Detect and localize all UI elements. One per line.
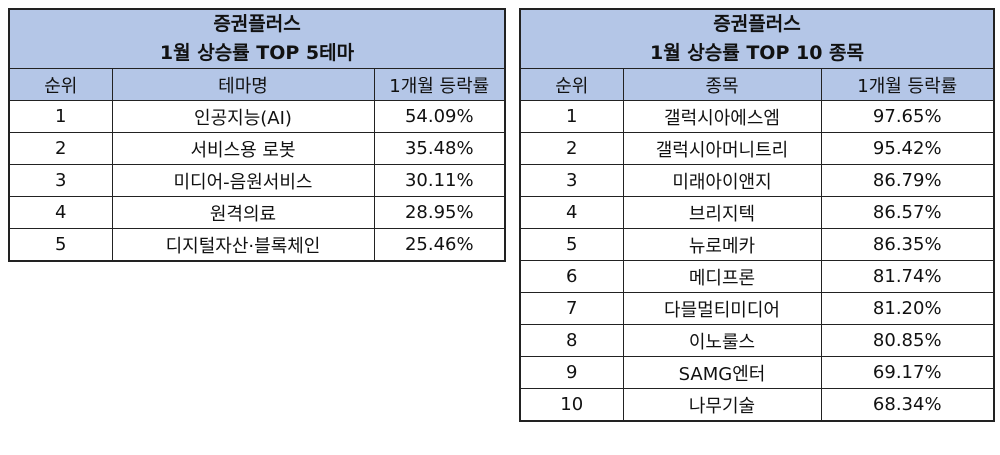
table-row: 3 미디어-음원서비스 30.11%	[8, 164, 506, 197]
table-title-line1: 증권플러스	[213, 13, 301, 35]
theme-ranking-table: 증권플러스 1월 상승률 TOP 5테마 순위 테마명 1개월 등락률 1 인공…	[8, 8, 507, 262]
table-row: 7 다믈멀티미디어 81.20%	[519, 292, 995, 325]
change-cell: 30.11%	[373, 164, 506, 197]
change-cell: 86.57%	[820, 196, 995, 229]
column-header-rank: 순위	[519, 68, 624, 101]
table-row: 10 나무기술 68.34%	[519, 388, 995, 422]
theme-cell: 원격의료	[111, 196, 375, 229]
rank-cell: 7	[519, 292, 624, 325]
column-header-rank: 순위	[8, 68, 113, 101]
rank-cell: 10	[519, 388, 624, 422]
rank-cell: 9	[519, 356, 624, 389]
rank-cell: 4	[519, 196, 624, 229]
table-row: 2 서비스용 로봇 35.48%	[8, 132, 506, 165]
column-header-change: 1개월 등락률	[373, 68, 506, 101]
rank-cell: 2	[519, 132, 624, 165]
rank-cell: 4	[8, 196, 113, 229]
stock-cell: SAMG엔터	[622, 356, 822, 389]
stock-cell: 메디프론	[622, 260, 822, 293]
rank-cell: 6	[519, 260, 624, 293]
stock-cell: 이노룰스	[622, 324, 822, 357]
table-title: 증권플러스 1월 상승률 TOP 5테마	[8, 8, 506, 69]
rank-cell: 5	[519, 228, 624, 261]
change-cell: 80.85%	[820, 324, 995, 357]
theme-cell: 디지털자산·블록체인	[111, 228, 375, 262]
stock-cell: 갤럭시아에스엠	[622, 100, 822, 133]
change-cell: 54.09%	[373, 100, 506, 133]
stock-ranking-table: 증권플러스 1월 상승률 TOP 10 종목 순위 종목 1개월 등락률 1 갤…	[519, 8, 995, 422]
table-title-line1: 증권플러스	[713, 13, 801, 35]
table-row: 1 인공지능(AI) 54.09%	[8, 100, 506, 133]
theme-cell: 서비스용 로봇	[111, 132, 375, 165]
rank-cell: 1	[519, 100, 624, 133]
stock-cell: 다믈멀티미디어	[622, 292, 822, 325]
table-title-line2: 1월 상승률 TOP 5테마	[159, 42, 355, 64]
table-row: 5 디지털자산·블록체인 25.46%	[8, 228, 506, 262]
change-cell: 35.48%	[373, 132, 506, 165]
table-row: 1 갤럭시아에스엠 97.65%	[519, 100, 995, 133]
change-cell: 25.46%	[373, 228, 506, 262]
stock-cell: 미래아이앤지	[622, 164, 822, 197]
column-header-theme: 테마명	[111, 68, 375, 101]
table-row: 4 원격의료 28.95%	[8, 196, 506, 229]
table-row: 9 SAMG엔터 69.17%	[519, 356, 995, 389]
rank-cell: 2	[8, 132, 113, 165]
rank-cell: 3	[519, 164, 624, 197]
change-cell: 97.65%	[820, 100, 995, 133]
stock-cell: 뉴로메카	[622, 228, 822, 261]
stock-cell: 브리지텍	[622, 196, 822, 229]
change-cell: 86.35%	[820, 228, 995, 261]
table-row: 2 갤럭시아머니트리 95.42%	[519, 132, 995, 165]
change-cell: 69.17%	[820, 356, 995, 389]
column-header-stock: 종목	[622, 68, 822, 101]
theme-cell: 미디어-음원서비스	[111, 164, 375, 197]
table-row: 3 미래아이앤지 86.79%	[519, 164, 995, 197]
table-title-line2: 1월 상승률 TOP 10 종목	[649, 42, 865, 64]
rank-cell: 3	[8, 164, 113, 197]
stock-cell: 나무기술	[622, 388, 822, 422]
table-row: 5 뉴로메카 86.35%	[519, 228, 995, 261]
column-header-change: 1개월 등락률	[820, 68, 995, 101]
change-cell: 81.74%	[820, 260, 995, 293]
theme-cell: 인공지능(AI)	[111, 100, 375, 133]
change-cell: 81.20%	[820, 292, 995, 325]
table-row: 4 브리지텍 86.57%	[519, 196, 995, 229]
change-cell: 95.42%	[820, 132, 995, 165]
rank-cell: 5	[8, 228, 113, 262]
rank-cell: 8	[519, 324, 624, 357]
table-title: 증권플러스 1월 상승률 TOP 10 종목	[519, 8, 995, 69]
change-cell: 68.34%	[820, 388, 995, 422]
table-row: 8 이노룰스 80.85%	[519, 324, 995, 357]
table-row: 6 메디프론 81.74%	[519, 260, 995, 293]
change-cell: 28.95%	[373, 196, 506, 229]
stock-cell: 갤럭시아머니트리	[622, 132, 822, 165]
change-cell: 86.79%	[820, 164, 995, 197]
rank-cell: 1	[8, 100, 113, 133]
